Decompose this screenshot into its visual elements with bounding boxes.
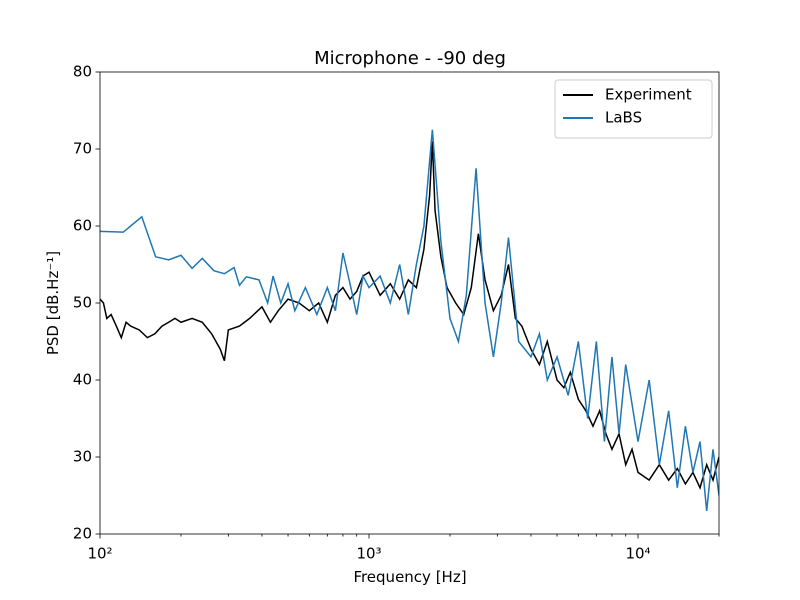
y-tick-label: 20 <box>73 525 92 543</box>
y-tick-label: 40 <box>73 371 92 389</box>
series-line <box>100 141 719 490</box>
x-tick-label: 10² <box>87 545 112 563</box>
legend-label: LaBS <box>605 109 642 127</box>
chart-title: Microphone - -90 deg <box>314 48 506 69</box>
y-tick-label: 50 <box>73 294 92 312</box>
x-tick-label: 10³ <box>356 545 381 563</box>
y-tick-label: 70 <box>73 140 92 158</box>
x-tick-label: 10⁴ <box>625 545 650 563</box>
legend-label: Experiment <box>605 86 692 104</box>
legend-box <box>554 79 713 139</box>
series-line <box>100 129 719 511</box>
plot-frame <box>99 71 720 535</box>
y-axis-label: PSD [dB.Hz⁻¹] <box>44 251 62 355</box>
x-axis-label: Frequency [Hz] <box>353 568 466 586</box>
y-tick-label: 30 <box>73 448 92 466</box>
y-tick-label: 80 <box>73 63 92 81</box>
y-tick-label: 60 <box>73 217 92 235</box>
